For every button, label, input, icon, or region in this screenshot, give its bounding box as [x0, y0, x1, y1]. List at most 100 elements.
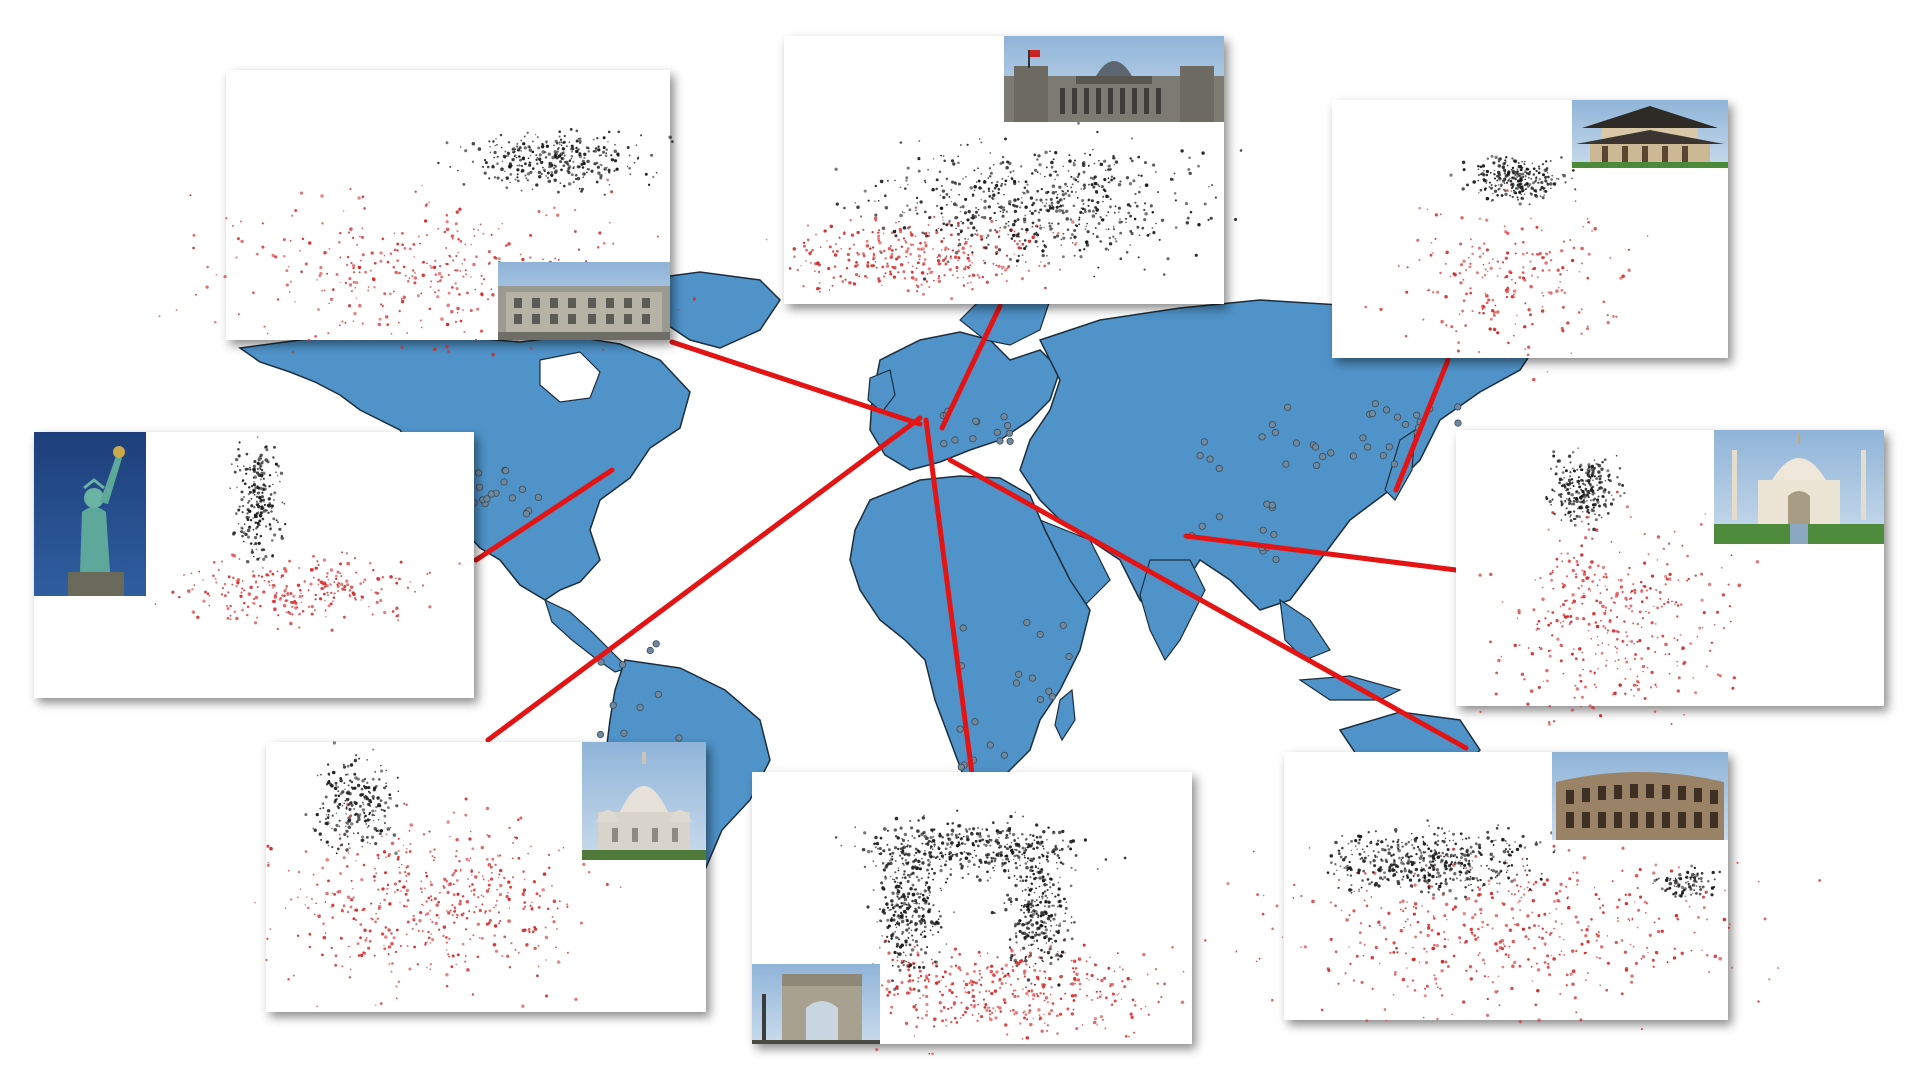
- panel-buckingham: [158, 70, 697, 357]
- model-fragment-cloud: [1652, 864, 1722, 898]
- map-marker: [646, 646, 654, 655]
- map-marker: [1312, 443, 1320, 451]
- taj-photo-icon: [1714, 430, 1884, 544]
- map-marker: [1000, 751, 1009, 759]
- map-marker: [483, 495, 491, 503]
- map-marker: [609, 701, 617, 709]
- africa-landmass: [849, 475, 1091, 791]
- arch-right-pillar-cloud: [990, 839, 1076, 987]
- camera-point-cloud: [1478, 490, 1760, 726]
- map-marker: [475, 483, 484, 491]
- connector-lines: [473, 303, 1469, 777]
- map-marker: [1394, 413, 1402, 421]
- map-marker: [1270, 530, 1278, 539]
- map-marker: [1006, 437, 1014, 445]
- map-marker: [940, 439, 948, 448]
- model-point-cloud: [229, 436, 287, 564]
- hudson-bay: [539, 351, 601, 403]
- map-marker: [1005, 429, 1014, 437]
- map-marker: [1258, 433, 1266, 441]
- map-marker: [1368, 409, 1377, 418]
- temple-photo-icon: [1572, 100, 1728, 168]
- model-point-cloud: [834, 121, 1243, 281]
- landmark-panels: [34, 36, 1884, 1056]
- map-marker: [618, 661, 627, 669]
- map-marker: [1036, 695, 1045, 704]
- map-marker: [596, 730, 605, 739]
- map-marker: [956, 725, 964, 733]
- map-marker: [502, 467, 510, 475]
- map-marker: [971, 718, 979, 726]
- camera-point-cloud: [254, 797, 622, 1008]
- map-marker: [1272, 555, 1280, 564]
- map-marker: [1206, 455, 1214, 463]
- map-marker: [1015, 670, 1023, 678]
- map-marker: [1215, 464, 1223, 473]
- map-marker: [1319, 452, 1327, 461]
- map-marker: [534, 493, 543, 501]
- line-taj: [1183, 533, 1459, 573]
- southeast-asia-landmass: [1279, 598, 1331, 661]
- line-todaiji: [1393, 357, 1451, 493]
- map-marker: [474, 469, 483, 477]
- map-marker: [1413, 411, 1421, 419]
- map-marker: [654, 690, 662, 699]
- map-marker: [1045, 687, 1053, 695]
- panel-liberty: [34, 432, 474, 698]
- arch-point-cloud: [834, 809, 1127, 993]
- camera-point-cloud: [154, 551, 461, 632]
- map-marker: [522, 510, 531, 518]
- map-marker: [959, 624, 967, 632]
- map-marker: [1271, 428, 1280, 437]
- arch-photo-icon: [752, 964, 880, 1044]
- line-arc: [923, 417, 975, 777]
- map-marker: [1292, 439, 1301, 447]
- map-marker: [1215, 513, 1224, 521]
- map-marker: [1259, 526, 1267, 534]
- map-marker: [1028, 674, 1037, 682]
- map-marker: [1282, 460, 1290, 468]
- map-marker: [508, 494, 516, 502]
- map-marker: [1284, 403, 1292, 411]
- arch-left-pillar-cloud: [866, 842, 955, 993]
- map-marker: [986, 741, 994, 749]
- map-marker: [636, 703, 644, 712]
- map-marker: [972, 417, 980, 425]
- map-marker: [1268, 501, 1276, 509]
- map-marker: [1454, 419, 1462, 427]
- map-marker: [620, 729, 628, 737]
- map-marker: [1385, 443, 1393, 451]
- model-point-cloud: [1449, 154, 1577, 206]
- line-buckingham: [669, 339, 923, 427]
- map-marker: [1401, 420, 1410, 428]
- map-marker: [1198, 522, 1206, 530]
- liberty-photo-icon: [34, 432, 146, 596]
- map-marker: [1200, 438, 1209, 446]
- map-marker: [1382, 406, 1391, 414]
- map-marker: [652, 640, 660, 648]
- colosseum-photo-icon: [1552, 752, 1728, 840]
- indonesia-landmass: [1298, 675, 1402, 701]
- panel-todaiji: [1332, 100, 1728, 382]
- map-marker: [993, 428, 1001, 436]
- central-america-landmass: [544, 598, 630, 673]
- map-marker: [1390, 460, 1399, 468]
- world-map: [237, 271, 1542, 982]
- map-marker: [1012, 679, 1021, 687]
- arch-top-cloud: [834, 809, 1127, 884]
- japan-landmass: [1384, 428, 1416, 501]
- camera-point-cloud: [765, 206, 1078, 301]
- map-marker: [597, 658, 605, 666]
- map-marker: [1196, 451, 1204, 460]
- camera-point-cloud: [1364, 189, 1649, 382]
- model-point-cloud: [437, 128, 674, 196]
- panel-taj: [1456, 430, 1884, 726]
- map-marker: [1371, 400, 1379, 408]
- basilica-photo-icon: [582, 742, 706, 860]
- map-marker: [1036, 630, 1044, 639]
- line-liberty: [473, 467, 615, 563]
- model-point-cloud: [1308, 819, 1572, 901]
- panel-sacre: [254, 741, 706, 1012]
- panel-arc: [752, 772, 1192, 1056]
